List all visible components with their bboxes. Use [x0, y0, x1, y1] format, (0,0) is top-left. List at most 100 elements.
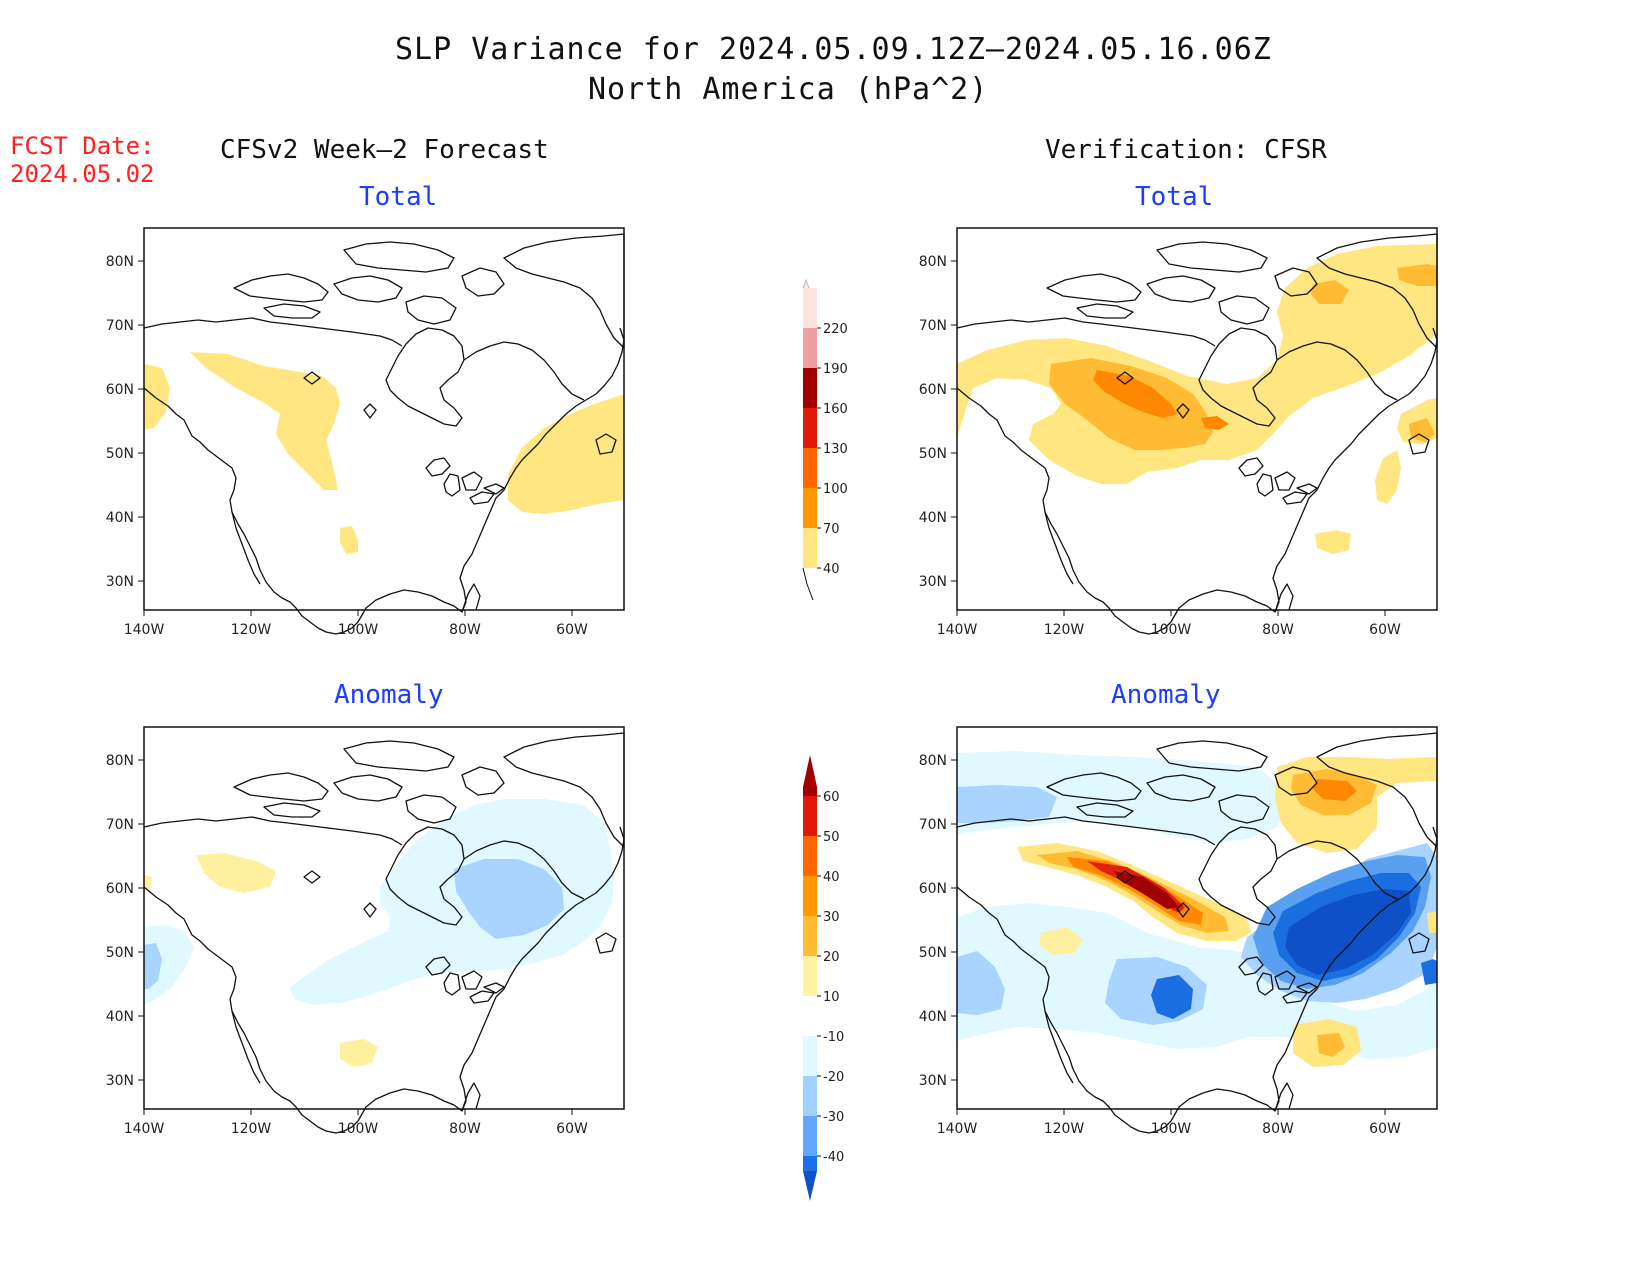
lat-tick-label: 50N [106, 945, 134, 961]
lon-tick-label: 140W [937, 1121, 978, 1137]
shade-region [1113, 871, 1179, 909]
shade-region [190, 352, 340, 490]
lon-axis: 140W 120W 100W 80W 60W [937, 1109, 1401, 1137]
chart-title: SLP Variance for 2024.05.09.12Z–2024.05.… [395, 32, 1272, 67]
lat-tick-label: 40N [106, 510, 134, 526]
lat-tick-label: 30N [919, 574, 947, 590]
colorbar-anomaly-label: 60 [823, 790, 840, 805]
lat-tick-label: 60N [106, 881, 134, 897]
lat-tick-label: 70N [106, 318, 134, 334]
lon-axis: 140W 120W 100W 80W 60W [937, 610, 1401, 638]
lon-tick-label: 80W [1262, 1121, 1294, 1137]
colorbar-total: 220 190 160 130 100 70 40 [795, 278, 865, 624]
shade-region [1315, 530, 1351, 554]
lon-tick-label: 60W [556, 1121, 588, 1137]
shade-region [1311, 280, 1349, 304]
lat-axis: 80N 70N 60N 50N 40N 30N [106, 753, 144, 1089]
lon-tick-label: 100W [338, 622, 379, 638]
lat-tick-label: 30N [106, 1073, 134, 1089]
colorbar-anomaly-label: 50 [823, 830, 840, 845]
shade-region [1375, 450, 1401, 504]
lat-tick-label: 80N [106, 254, 134, 270]
lat-tick-label: 60N [919, 382, 947, 398]
shade-region [1093, 370, 1177, 418]
colorbar-anomaly-swatch [803, 996, 817, 1037]
lat-tick-label: 40N [106, 1009, 134, 1025]
lat-tick-label: 30N [919, 1073, 947, 1089]
colorbar-total-label: 70 [823, 522, 840, 537]
colorbar-anomaly-swatch [803, 836, 817, 877]
colorbar-total-label: 220 [823, 322, 848, 337]
shade-region [957, 785, 1057, 823]
shade-region [144, 364, 170, 430]
lat-tick-label: 50N [919, 446, 947, 462]
shade-region [957, 951, 1005, 1015]
shade-region [340, 526, 358, 554]
lon-tick-label: 120W [1044, 1121, 1085, 1137]
shade-region [508, 394, 624, 514]
forecast-column-title: CFSv2 Week–2 Forecast [220, 135, 549, 165]
shade-region [144, 875, 152, 891]
lat-tick-label: 70N [919, 318, 947, 334]
colorbar-anomaly-swatch [803, 916, 817, 957]
lon-tick-label: 60W [1369, 622, 1401, 638]
shade-region [1201, 416, 1229, 430]
lon-tick-label: 120W [1044, 622, 1085, 638]
shade-region [1397, 264, 1437, 286]
shade-region [144, 943, 162, 989]
lat-tick-label: 50N [106, 446, 134, 462]
lon-tick-label: 120W [231, 1121, 272, 1137]
lat-tick-label: 80N [919, 254, 947, 270]
lon-tick-label: 60W [556, 622, 588, 638]
lon-tick-label: 120W [231, 622, 272, 638]
colorbar-anomaly-label: -40 [823, 1150, 844, 1165]
lat-tick-label: 80N [919, 753, 947, 769]
lon-tick-label: 100W [1151, 622, 1192, 638]
colorbar-total-swatch [803, 328, 817, 368]
fcst-date-value: 2024.05.02 [10, 160, 155, 188]
shade-region [1317, 1033, 1345, 1057]
colorbar-total-swatch [803, 408, 817, 448]
lon-axis: 140W 120W 100W 80W 60W [124, 610, 588, 638]
colorbar-anomaly-top [803, 755, 817, 787]
colorbar-anomaly-swatch [803, 1076, 817, 1117]
shade-region [454, 859, 564, 939]
colorbar-total-swatch [803, 528, 817, 568]
lat-axis: 80N 70N 60N 50N 40N 30N [919, 753, 957, 1089]
lat-tick-label: 30N [106, 574, 134, 590]
panel-title-verification-anomaly: Anomaly [1111, 680, 1221, 710]
lon-tick-label: 80W [1262, 622, 1294, 638]
colorbar-anomaly-label: -20 [823, 1070, 844, 1085]
lon-tick-label: 140W [124, 1121, 165, 1137]
colorbar-anomaly-label: 10 [823, 990, 840, 1005]
shade-region [1039, 927, 1083, 955]
colorbar-anomaly-swatch [803, 1156, 817, 1171]
lat-tick-label: 50N [919, 945, 947, 961]
map-forecast-anomaly: 80N 70N 60N 50N 40N 30N 140W 120W 100W 8… [100, 725, 640, 1159]
lat-tick-label: 70N [106, 817, 134, 833]
map-verification-total: 80N 70N 60N 50N 40N 30N 140W 120W 100W 8… [913, 226, 1453, 660]
lon-tick-label: 100W [338, 1121, 379, 1137]
lon-tick-label: 80W [449, 1121, 481, 1137]
lat-tick-label: 60N [919, 881, 947, 897]
colorbar-total-label: 130 [823, 442, 848, 457]
shade-region [1421, 959, 1437, 985]
colorbar-anomaly-bottom [803, 1171, 817, 1201]
colorbar-total-label: 160 [823, 402, 848, 417]
chart-subtitle: North America (hPa^2) [588, 72, 989, 107]
lon-tick-label: 140W [937, 622, 978, 638]
colorbar-total-swatch [803, 488, 817, 528]
lon-tick-label: 100W [1151, 1121, 1192, 1137]
colorbar-total-label: 40 [823, 562, 840, 577]
lat-axis: 80N 70N 60N 50N 40N 30N [106, 254, 144, 590]
colorbar-total-swatch [803, 368, 817, 408]
lat-tick-label: 40N [919, 510, 947, 526]
shade-region [1313, 779, 1357, 801]
map-verification-anomaly: 80N 70N 60N 50N 40N 30N 140W 120W 100W 8… [913, 725, 1453, 1159]
lat-tick-label: 40N [919, 1009, 947, 1025]
shade-region [957, 244, 1437, 484]
colorbar-anomaly-label: 40 [823, 870, 840, 885]
map-forecast-total: 80N 70N 60N 50N 40N 30N 140W 120W 100W 8… [100, 226, 640, 660]
colorbar-anomaly-label: 20 [823, 950, 840, 965]
panel-title-forecast-total: Total [359, 182, 438, 212]
